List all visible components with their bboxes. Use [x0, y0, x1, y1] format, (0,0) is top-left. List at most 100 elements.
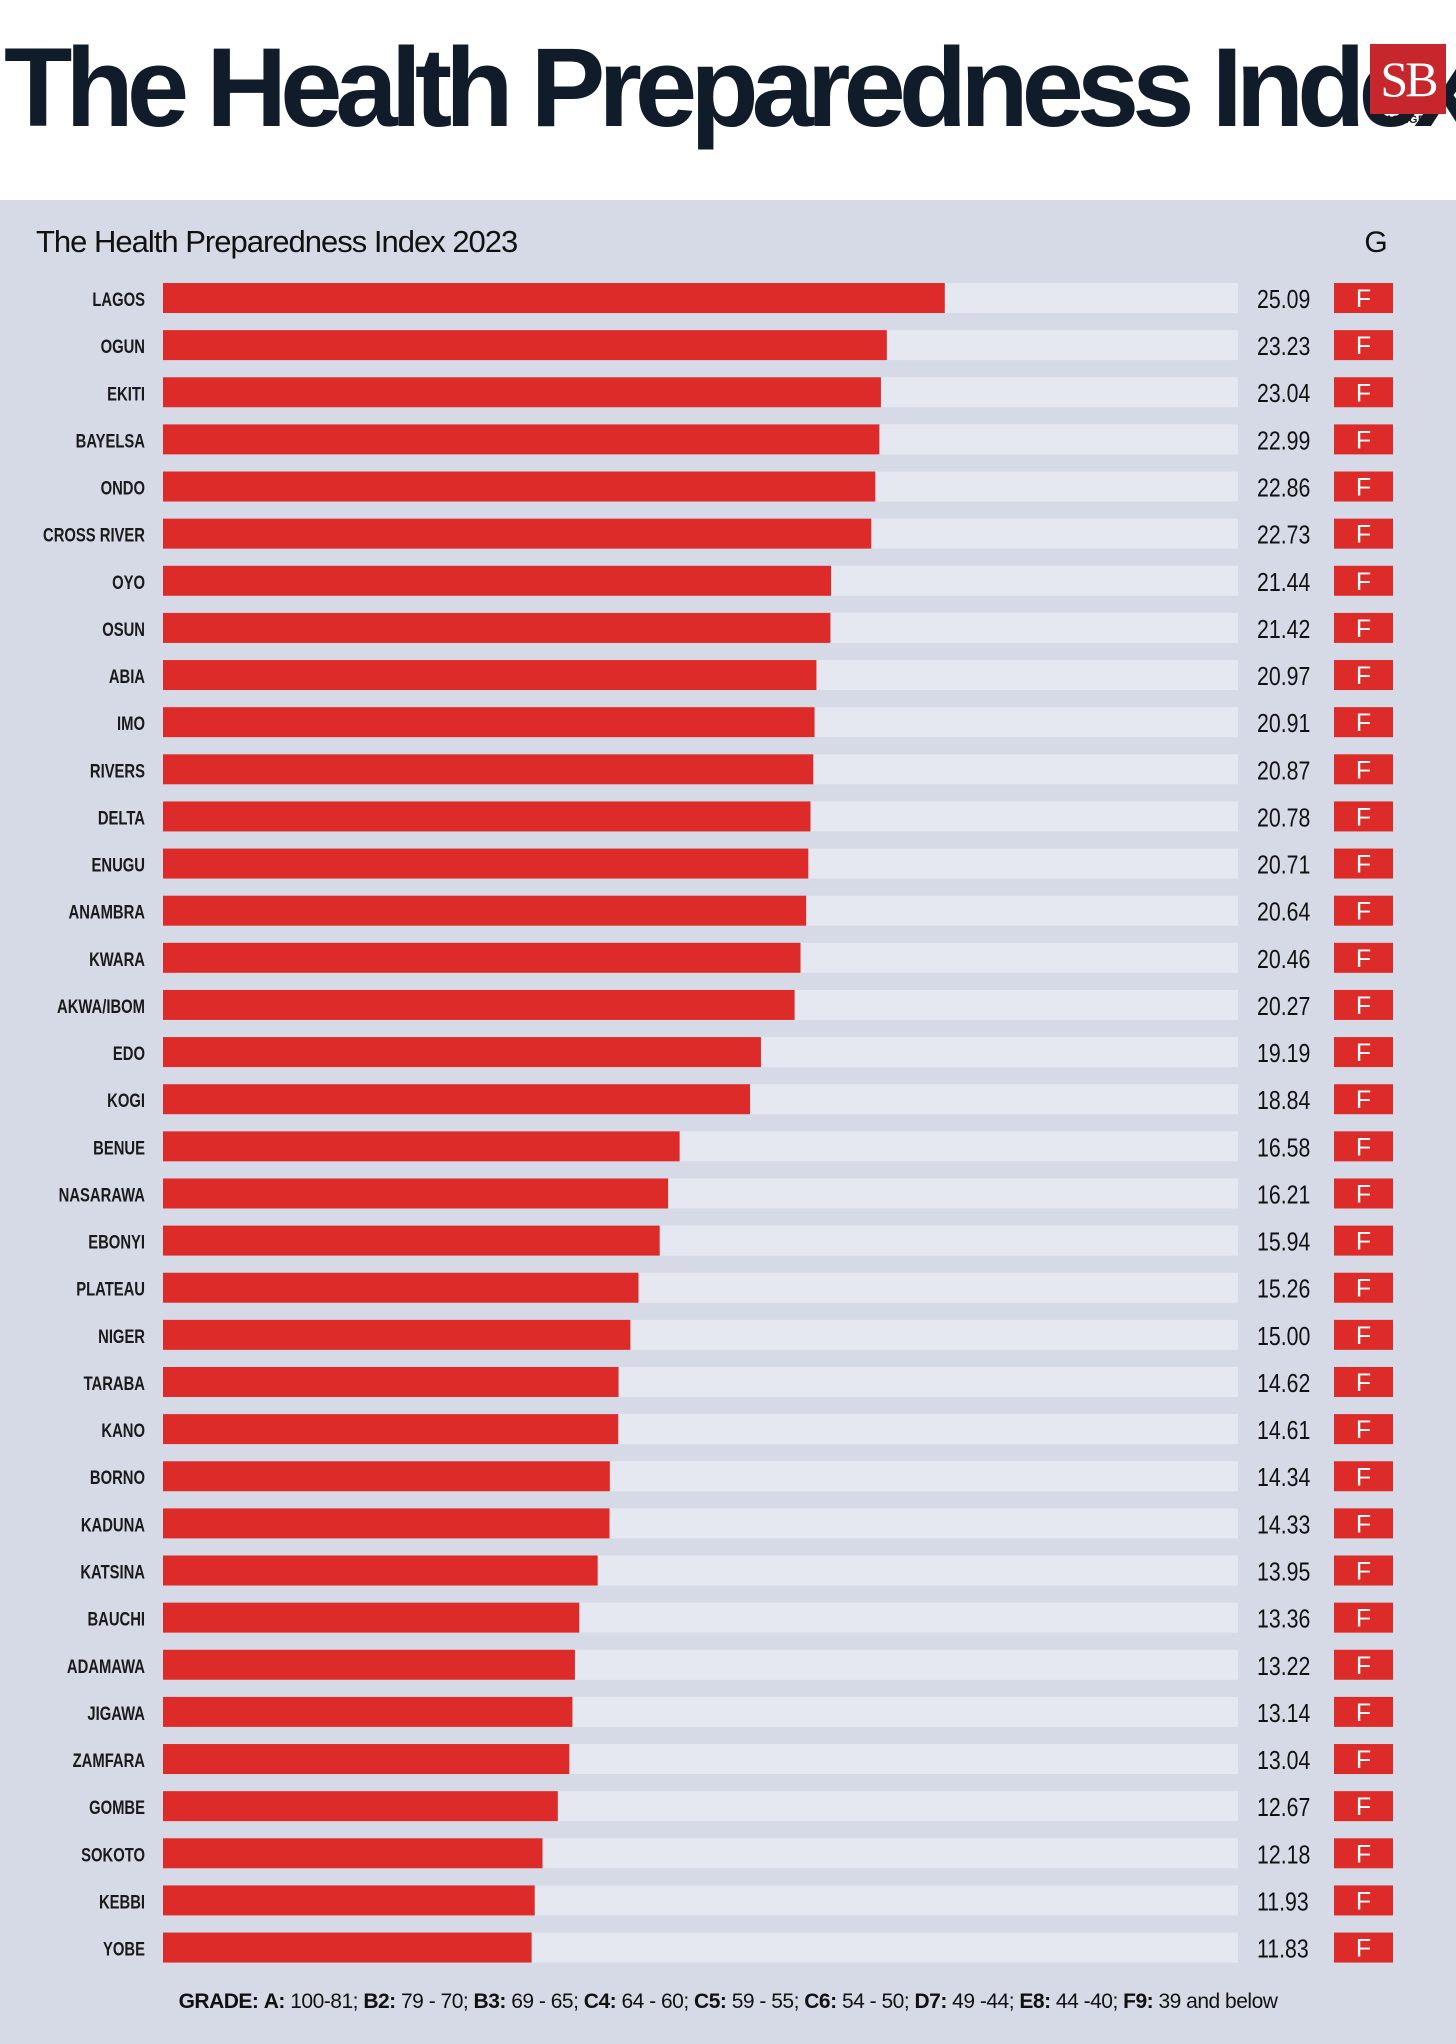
value-label: 20.46: [1257, 945, 1310, 975]
value-label: 14.62: [1257, 1369, 1310, 1399]
bar-row: KOGI 18.84 F: [107, 1084, 1393, 1116]
bar: [163, 330, 887, 361]
grade-label: F: [1356, 1463, 1371, 1491]
bar-row: GOMBE 12.67 F: [89, 1791, 1393, 1823]
grade-label: F: [1356, 1369, 1371, 1397]
grade-box: [1334, 1366, 1393, 1397]
grade-box: [1334, 377, 1393, 408]
category-label: LAGOS: [92, 289, 145, 310]
category-label: IMO: [117, 713, 145, 734]
category-label: AKWA/IBOM: [57, 996, 145, 1017]
bar: [163, 895, 807, 926]
category-label: CROSS RIVER: [43, 525, 145, 546]
bar-row: KADUNA 14.33 F: [81, 1508, 1393, 1540]
grade-box: [1334, 895, 1393, 926]
bar-row: LAGOS 25.09 F: [92, 283, 1393, 315]
grade-legend-range: 69 - 65;: [511, 1990, 579, 2013]
bar-row: RIVERS 20.87 F: [90, 754, 1393, 786]
bar-row: ENUGU 20.71 F: [92, 848, 1393, 881]
value-label: 18.84: [1257, 1086, 1310, 1116]
value-label: 13.04: [1257, 1746, 1310, 1776]
category-label: KANO: [101, 1420, 145, 1441]
grade-legend: GRADE: A: 100-81; B2: 79 - 70; B3: 69 - …: [0, 1990, 1456, 2014]
grade-label: F: [1356, 1510, 1371, 1538]
category-label: DELTA: [98, 808, 145, 829]
bar-row: ONDO 22.86 F: [101, 471, 1393, 503]
value-label: 15.94: [1257, 1228, 1310, 1258]
bar-row: OSUN 21.42 F: [102, 612, 1393, 644]
grade-label: F: [1356, 1699, 1371, 1727]
grade-label: F: [1356, 1840, 1371, 1868]
value-label: 20.71: [1257, 851, 1310, 881]
value-label: 20.97: [1257, 662, 1310, 692]
bar-row: BENUE 16.58 F: [93, 1131, 1393, 1163]
grade-legend-grade: D7:: [909, 1990, 953, 2013]
category-label: BAUCHI: [87, 1609, 145, 1630]
grade-label: F: [1356, 709, 1371, 737]
category-label: KADUNA: [81, 1515, 145, 1536]
value-label: 13.14: [1257, 1699, 1310, 1729]
bar: [163, 518, 872, 549]
category-label: OSUN: [102, 619, 145, 640]
grade-legend-grade: A:: [263, 1990, 291, 2013]
grade-legend-range: 79 - 70;: [401, 1990, 469, 2013]
value-label: 22.99: [1257, 426, 1310, 456]
bar-row: YOBE 11.83 F: [103, 1932, 1393, 1965]
bar-row: EBONYI 15.94 F: [88, 1225, 1393, 1258]
grade-label: F: [1356, 992, 1371, 1020]
value-label: 12.67: [1257, 1793, 1310, 1823]
value-label: 12.18: [1257, 1840, 1310, 1870]
logo-wordmark: MORGEN: [1381, 114, 1435, 126]
grade-box: [1334, 1744, 1393, 1775]
grade-box: [1334, 754, 1393, 785]
grade-label: F: [1356, 521, 1371, 549]
grade-legend-range: 49 -44;: [952, 1990, 1015, 2013]
grade-label: F: [1356, 1558, 1371, 1586]
bar: [163, 1461, 610, 1492]
grade-legend-range: 100-81;: [290, 1990, 358, 2013]
bar: [163, 1225, 660, 1256]
bar: [163, 1696, 573, 1727]
category-label: KEBBI: [99, 1892, 145, 1913]
grade-box: [1334, 1225, 1393, 1256]
bar-row: OYO 21.44 F: [112, 565, 1393, 597]
value-label: 14.33: [1257, 1510, 1310, 1540]
bar: [163, 848, 809, 879]
value-label: 22.73: [1257, 521, 1310, 551]
bar-row: DELTA 20.78 F: [98, 801, 1393, 833]
category-label: PLATEAU: [76, 1279, 145, 1300]
bar: [163, 989, 795, 1020]
bar-row: TARABA 14.62 F: [84, 1366, 1393, 1399]
bar: [163, 1037, 761, 1068]
grade-box: [1334, 1602, 1393, 1633]
bar: [163, 801, 811, 832]
value-label: 14.34: [1257, 1463, 1310, 1493]
bar: [163, 565, 832, 596]
category-label: ENUGU: [92, 855, 145, 876]
bar: [163, 1272, 639, 1303]
category-label: EDO: [113, 1043, 145, 1064]
grade-column-header: G: [1364, 226, 1388, 259]
grade-label: F: [1356, 1133, 1371, 1161]
bar: [163, 660, 817, 691]
grade-label: F: [1356, 851, 1371, 879]
bar: [163, 1838, 543, 1869]
value-label: 20.87: [1257, 756, 1310, 786]
category-label: ZAMFARA: [73, 1750, 145, 1771]
category-label: ANAMBRA: [69, 902, 145, 923]
value-label: 11.93: [1257, 1887, 1309, 1917]
grade-box: [1334, 283, 1393, 313]
category-label: ONDO: [101, 478, 145, 499]
grade-legend-grade: B3:: [468, 1990, 512, 2013]
grade-label: F: [1356, 379, 1371, 407]
bar: [163, 1319, 631, 1350]
grade-label: F: [1356, 803, 1371, 831]
value-label: 11.83: [1257, 1935, 1309, 1965]
grade-label: F: [1356, 1793, 1371, 1821]
grade-box: [1334, 1932, 1393, 1963]
bar: [163, 283, 945, 313]
grade-label: F: [1356, 1322, 1371, 1350]
bar-row: ABIA 20.97 F: [109, 660, 1393, 692]
value-label: 23.04: [1257, 379, 1310, 409]
